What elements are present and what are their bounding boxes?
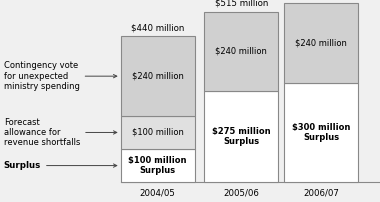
Text: Surplus: Surplus xyxy=(4,161,117,170)
Text: $240 million: $240 million xyxy=(132,72,184,81)
Text: $440 million: $440 million xyxy=(131,23,184,33)
Text: $100 million: $100 million xyxy=(132,128,184,137)
Text: $300 million
Surplus: $300 million Surplus xyxy=(292,123,350,142)
Bar xyxy=(121,116,195,149)
Bar xyxy=(121,149,195,182)
Bar xyxy=(284,3,358,83)
Text: 2005/06: 2005/06 xyxy=(223,188,259,197)
Bar xyxy=(204,91,278,182)
Bar xyxy=(121,36,195,116)
Text: Forecast
allowance for
revenue shortfalls: Forecast allowance for revenue shortfall… xyxy=(4,118,117,147)
Text: $275 million
Surplus: $275 million Surplus xyxy=(212,127,271,146)
Text: $515 million: $515 million xyxy=(215,0,268,8)
Text: $240 million: $240 million xyxy=(295,39,347,47)
Text: 2006/07: 2006/07 xyxy=(303,188,339,197)
Text: 2004/05: 2004/05 xyxy=(140,188,176,197)
Bar xyxy=(284,83,358,182)
Text: $100 million
Surplus: $100 million Surplus xyxy=(128,156,187,175)
Text: $240 million: $240 million xyxy=(215,47,267,56)
Text: Contingency vote
for unexpected
ministry spending: Contingency vote for unexpected ministry… xyxy=(4,61,117,91)
Bar xyxy=(204,12,278,91)
